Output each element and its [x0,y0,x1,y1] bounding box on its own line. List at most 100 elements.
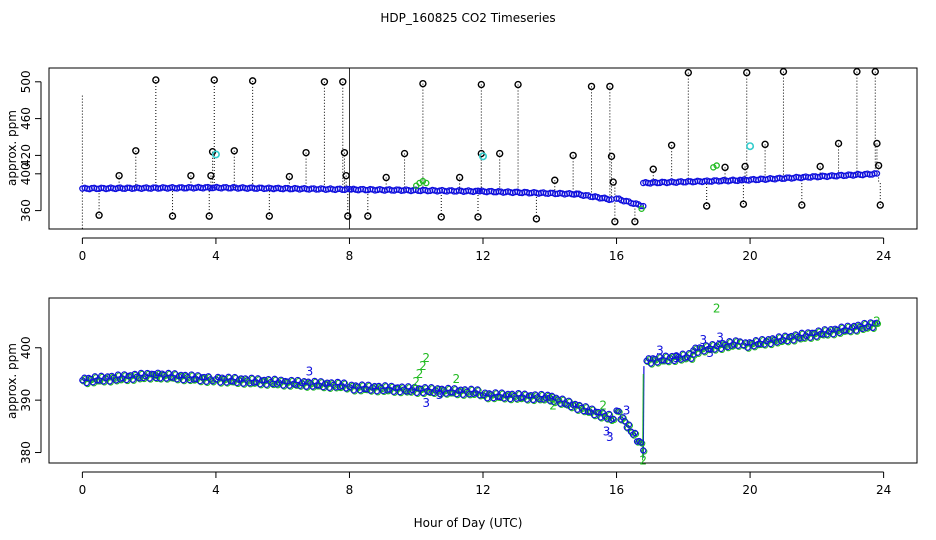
bottom-trend-point [171,370,178,377]
bottom-label-2: 2 [419,359,427,373]
top-outlier-point [611,217,619,226]
bottom-label-2: 2 [639,453,647,467]
bottom-trend-point [83,379,90,387]
top-y-tick-label: 420 [19,144,33,167]
bottom-trend-point [694,349,701,356]
top-outlier-point [631,217,639,226]
bottom-label-3: 3 [700,333,708,347]
bottom-trend-point [852,327,860,334]
bottom-trend-point-green [611,416,618,423]
top-outlier-point [609,178,617,186]
bottom-trend-point [271,375,278,383]
bottom-trend-point [867,319,874,326]
top-x-tick-label: 24 [876,249,891,263]
bottom-trend-point [809,329,816,337]
bottom-trend-point-green [537,397,544,404]
bottom-label-3: 3 [306,364,314,378]
top-outlier-point [684,68,693,77]
bottom-trend-point [538,390,545,398]
bottom-label-3: 3 [436,388,444,402]
bottom-label-2: 2 [549,398,557,412]
bottom-label-3: 3 [422,396,430,410]
top-y-tick-label: 360 [19,199,33,222]
bottom-trend-point-green [820,332,827,339]
top-outlier-point [210,76,218,84]
top-outlier-point [265,212,274,220]
top-baseline-point [871,170,878,177]
bottom-trend-point-green [404,389,411,396]
bottom-trend-point [717,345,725,353]
top-outlier-point [285,172,294,181]
top-y-tick-label: 500 [19,70,33,93]
bottom-trend-point [428,384,435,391]
top-outlier-point [871,67,879,76]
top-outlier-point [340,148,349,157]
bottom-trend-point [571,400,579,408]
bottom-trend-point-green [874,320,882,327]
top-plot-frame [48,67,918,230]
bottom-trend-point-green [153,375,160,383]
bottom-trend-point-green [853,328,861,335]
bottom-label-2: 2 [599,398,607,412]
bottom-trend-point [334,378,341,386]
bottom-x-tick-label: 16 [609,483,624,497]
top-outlier-point [95,211,103,219]
bottom-trend-point [129,376,136,383]
bottom-trend-point-green [695,350,702,357]
bottom-trend-point-green [672,358,679,366]
top-green-point [713,162,720,169]
top-outlier-point [873,139,881,148]
bottom-x-tick-label: 12 [475,483,490,497]
top-outlier-point [419,79,427,88]
top-outlier-point [495,149,504,158]
bottom-trend-point-green [641,448,648,455]
top-cyan-point [746,142,755,151]
top-green-point [422,179,430,187]
bottom-trend-point [829,331,837,338]
top-baseline-point [873,170,881,177]
bottom-trend-point [476,392,483,399]
x-axis-title: Hour of Day (UTC) [414,516,523,530]
bottom-label-2: 2 [873,315,881,329]
bottom-trend-point-green [247,381,254,388]
top-outlier-point [455,173,464,182]
bottom-plot-frame [48,297,918,464]
bottom-y-axis: 380 390 400 [19,336,42,464]
bottom-x-tick-label: 4 [212,483,220,497]
top-baseline-point [472,187,479,195]
bottom-trend-point [588,405,596,412]
bottom-y-tick-label: 390 [19,389,33,412]
bottom-trend-point-green [797,336,804,343]
top-outlier-point [364,212,372,220]
bottom-trend-point-green [136,376,144,383]
bottom-trend-point [790,337,797,344]
chart-title: HDP_160825 CO2 Timeseries [380,11,555,25]
bottom-trend-point-green [616,408,623,416]
bottom-trend-point [637,439,645,446]
top-outlier-point [302,148,310,157]
bottom-label-3: 3 [673,351,681,365]
top-outlier-point [248,77,257,85]
top-outlier-point [477,80,486,89]
top-outlier-point [876,201,884,209]
top-outlier-point [874,161,883,170]
top-outlier-point [115,171,123,180]
top-outlier-point [721,163,729,172]
top-outlier-point [649,165,657,173]
bottom-y-tick-label: 400 [19,336,33,359]
bottom-trend-point [313,382,320,389]
bottom-trend-point [405,383,412,390]
top-outlier-point [816,162,824,171]
top-y-tick-label: 460 [19,107,33,130]
top-y-tick-label: 400 [19,162,33,185]
bottom-trend-point-green [585,409,592,416]
bottom-trend-point [340,379,348,386]
bottom-label-3: 3 [603,425,611,439]
top-outlier-point [569,151,577,160]
bottom-label-2: 2 [416,367,424,381]
bottom-x-tick-label: 8 [346,483,354,497]
bottom-trend-point-green [791,338,798,345]
